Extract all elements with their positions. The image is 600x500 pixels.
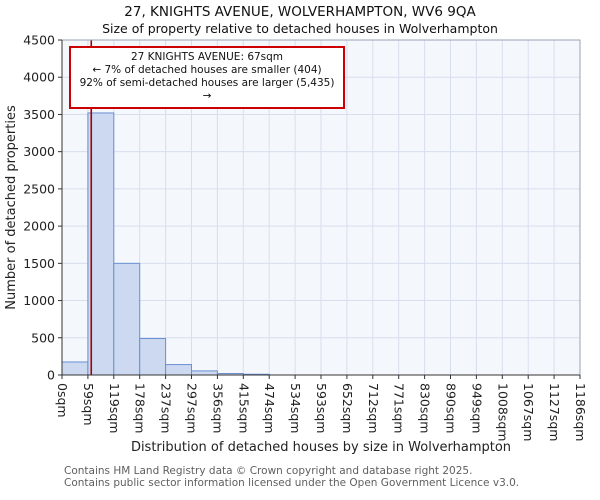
histogram-bar <box>113 262 141 376</box>
y-tick-label: 4000 <box>23 70 55 85</box>
footer: Contains HM Land Registry data © Crown c… <box>64 465 520 489</box>
histogram-bar <box>61 361 89 376</box>
x-tick-label: 59sqm <box>81 383 96 426</box>
x-tick-label: 534sqm <box>288 383 303 433</box>
chart-subtitle: Size of property relative to detached ho… <box>102 21 498 36</box>
x-tick-label: 593sqm <box>314 383 329 433</box>
x-tick-label: 474sqm <box>262 383 277 433</box>
y-tick-label: 3000 <box>23 144 55 159</box>
footer-copyright-line: Contains HM Land Registry data © Crown c… <box>64 465 473 477</box>
x-tick-label: 1186sqm <box>573 383 588 441</box>
x-tick-label: 1067sqm <box>521 383 536 441</box>
y-tick-label: 3500 <box>23 107 55 122</box>
x-tick-label: 297sqm <box>185 383 200 433</box>
annotation-smaller-share: ← 7% of detached houses are smaller (404… <box>92 64 322 77</box>
x-axis-title: Distribution of detached houses by size … <box>131 440 511 455</box>
y-tick-label: 4500 <box>23 33 55 48</box>
annotation-larger-share: 92% of semi-detached houses are larger (… <box>79 77 335 103</box>
histogram-bar <box>191 370 218 376</box>
x-tick-label: 771sqm <box>392 383 407 433</box>
x-tick-label: 1008sqm <box>495 383 510 441</box>
y-tick-label: 2000 <box>23 219 55 234</box>
y-tick-label: 500 <box>31 330 55 345</box>
histogram-bar <box>139 338 167 376</box>
x-tick-label: 0sqm <box>55 383 70 418</box>
annotation-box: 27 KNIGHTS AVENUE: 67sqm ← 7% of detache… <box>69 46 345 109</box>
x-tick-label: 119sqm <box>107 383 122 433</box>
y-axis-title: Number of detached properties <box>4 105 19 310</box>
footer-licence-line: Contains public sector information licen… <box>64 476 520 489</box>
x-tick-label: 652sqm <box>340 383 355 433</box>
chart-area: 0 500 1000 1500 2000 2500 3000 3500 4000 4500 0sqm… <box>4 33 588 456</box>
x-tick-label: 830sqm <box>418 383 433 433</box>
annotation-property-size: 27 KNIGHTS AVENUE: 67sqm <box>130 51 284 63</box>
y-tick-label: 0 <box>47 368 55 383</box>
x-tick-label: 415sqm <box>236 383 251 433</box>
y-tick-label: 1000 <box>23 293 55 308</box>
x-tick-label: 949sqm <box>469 383 484 433</box>
x-tick-label: 356sqm <box>210 383 225 433</box>
histogram-bar <box>165 364 193 376</box>
y-tick-label: 1500 <box>23 256 55 271</box>
y-tick-label: 2500 <box>23 181 55 196</box>
chart-title: 27, KNIGHTS AVENUE, WOLVERHAMPTON, WV6 9… <box>124 4 476 20</box>
x-tick-label: 890sqm <box>444 383 459 433</box>
x-tick-label: 178sqm <box>133 383 148 433</box>
x-tick-label: 1127sqm <box>547 383 562 441</box>
x-tick-label: 712sqm <box>366 383 381 433</box>
x-tick-label: 237sqm <box>159 383 174 433</box>
